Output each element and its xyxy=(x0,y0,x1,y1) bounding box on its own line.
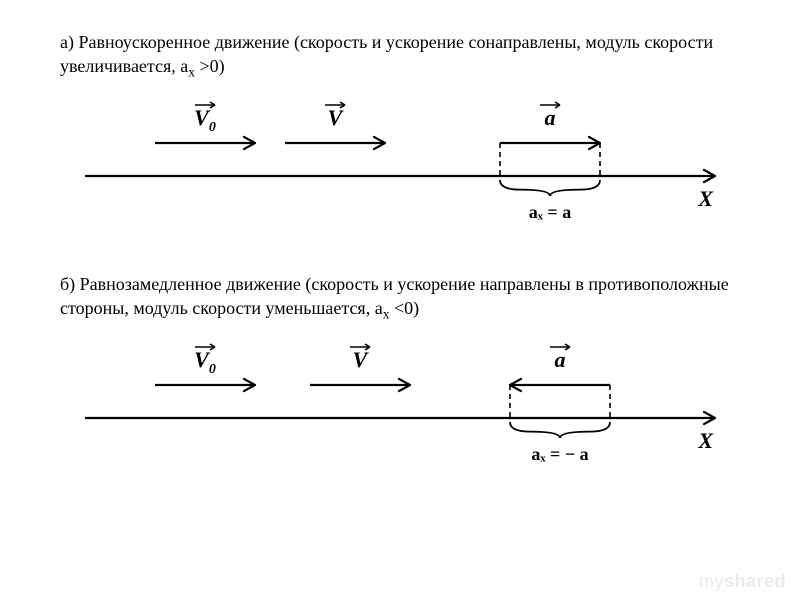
svg-text:V: V xyxy=(353,347,370,372)
caption-a: а) Равноускоренное движение (скорость и … xyxy=(60,30,740,82)
svg-text:X: X xyxy=(697,186,714,211)
svg-text:V: V xyxy=(328,105,345,130)
watermark: myshared xyxy=(699,571,786,592)
diagram-a: X V0 Va aₓ = a xyxy=(60,88,740,258)
diagram-a-svg: X V0 Va aₓ = a xyxy=(60,88,740,258)
svg-text:V0: V0 xyxy=(194,105,216,135)
watermark-part1: my xyxy=(699,571,724,591)
caption-a-suffix: >0) xyxy=(195,56,225,76)
diagram-b-svg: X V0 Va aₓ = − a xyxy=(60,330,740,500)
caption-b: б) Равнозамедленное движение (скорость и… xyxy=(60,272,740,324)
caption-b-suffix: <0) xyxy=(389,298,419,318)
svg-text:V0: V0 xyxy=(194,347,216,377)
svg-text:aₓ = − a: aₓ = − a xyxy=(531,444,588,464)
page: а) Равноускоренное движение (скорость и … xyxy=(0,0,800,600)
svg-text:a: a xyxy=(555,347,566,372)
caption-a-prefix: а) Равноускоренное движение (скорость и … xyxy=(60,32,713,76)
watermark-part2: shared xyxy=(724,571,786,591)
svg-text:aₓ = a: aₓ = a xyxy=(529,202,571,222)
svg-text:a: a xyxy=(545,105,556,130)
diagram-b: X V0 Va aₓ = − a xyxy=(60,330,740,500)
svg-text:X: X xyxy=(697,428,714,453)
